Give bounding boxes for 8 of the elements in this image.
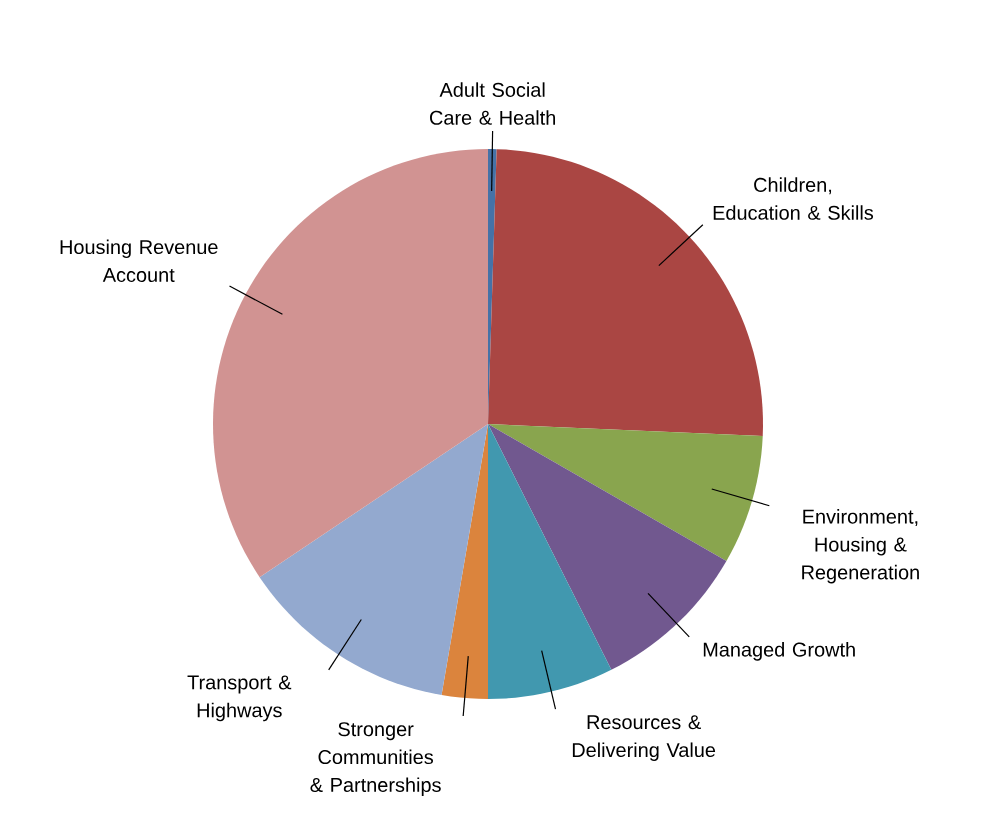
slice-label: Environment, Housing & Regeneration <box>802 509 919 584</box>
slice-label: Children, Education & Skills <box>713 177 874 220</box>
slice-label: Transport & Highways <box>187 675 292 722</box>
slice-label: Housing Revenue Account <box>60 239 218 282</box>
slice-label: Stronger Communities & Partnerships <box>310 722 441 796</box>
slice-label: Managed Growth <box>703 642 855 661</box>
slice-label: Adult Social Care & Health <box>430 82 556 125</box>
slice-label: Resources & Delivering Value <box>572 715 716 762</box>
